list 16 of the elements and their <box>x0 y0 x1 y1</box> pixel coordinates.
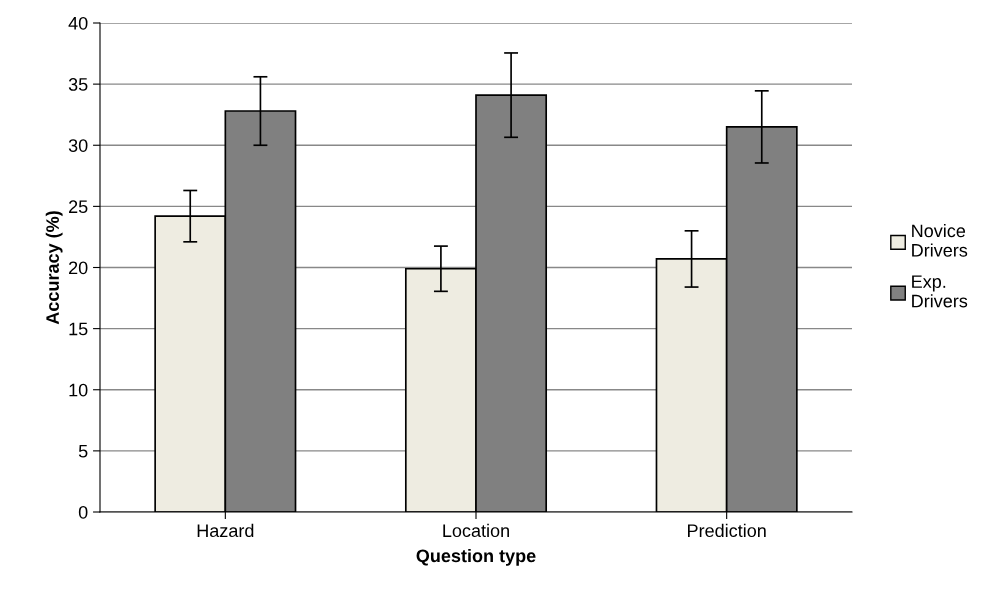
legend-label: Novice Drivers <box>912 224 968 257</box>
x-tick-label: Hazard <box>197 523 254 538</box>
y-axis-title: Accuracy (%) <box>45 211 63 325</box>
y-tick-label: 25 <box>69 200 88 214</box>
x-tick-label: Location <box>443 523 509 538</box>
y-tick-label: 35 <box>68 78 88 91</box>
x-axis-title: Question type <box>416 548 536 566</box>
x-tick-label: Prediction <box>688 523 766 538</box>
legend-label: Exp. Drivers <box>912 275 968 308</box>
y-tick-label: 10 <box>69 383 88 397</box>
y-tick-label: 30 <box>68 139 88 152</box>
y-tick-label: 20 <box>69 261 88 275</box>
y-tick-label: 40 <box>68 16 88 30</box>
y-tick-label: 5 <box>78 445 88 458</box>
y-tick-label: 15 <box>69 322 88 336</box>
y-tick-label: 0 <box>78 505 88 519</box>
